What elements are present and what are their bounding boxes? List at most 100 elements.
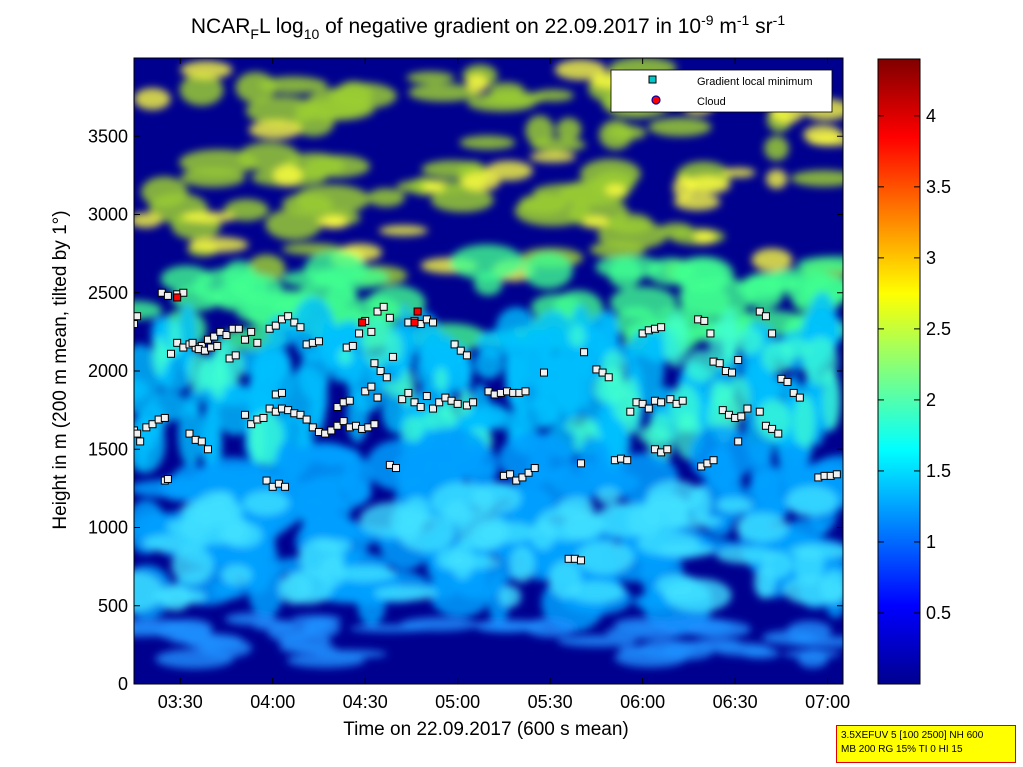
heatmap-cell <box>219 518 250 546</box>
heatmap-cell <box>179 74 224 106</box>
heatmap-cell <box>787 636 843 648</box>
gradient-minimum-marker <box>281 482 290 491</box>
info-line-1: 3.5XEFUV 5 [100 2500] NH 600 <box>841 730 984 741</box>
gradient-minimum-marker <box>259 413 268 422</box>
heatmap-cell <box>541 355 580 428</box>
heatmap-cell <box>535 310 572 348</box>
gradient-minimum-marker <box>188 338 197 347</box>
heatmap-cell <box>523 251 573 289</box>
gradient-minimum-marker <box>240 410 249 419</box>
gradient-minimum-marker <box>240 335 249 344</box>
heatmap-cell <box>225 612 277 626</box>
heatmap-cell <box>200 402 221 473</box>
heatmap-cell <box>484 160 533 181</box>
heatmap-cell <box>735 512 789 542</box>
heatmap-cell <box>243 490 290 516</box>
heatmap-cell <box>449 244 525 281</box>
x-axis: 03:30 04:00 04:30 05:00 05:30 06:00 06:30 07:00 <box>158 58 850 712</box>
colorbar-tick-label: 2 <box>926 390 936 410</box>
gradient-minimum-marker <box>327 426 336 435</box>
gradient-minimum-marker <box>709 456 718 465</box>
gradient-minimum-marker <box>197 437 206 446</box>
heatmap-cell <box>459 135 516 150</box>
gradient-minimum-marker <box>166 349 175 358</box>
heatmap-cell <box>605 184 626 197</box>
legend: Gradient local minimum Cloud <box>610 69 833 113</box>
gradient-minimum-marker <box>755 407 764 416</box>
y-axis-label: Height in m (200 m mean, tilted by 1°) <box>50 210 71 529</box>
colorbar-tick-label: 4 <box>926 106 936 126</box>
heatmap-cell <box>134 414 166 474</box>
heatmap-cell <box>378 225 428 236</box>
x-axis-label: Time on 22.09.2017 (600 s mean) <box>343 719 629 740</box>
heatmap-cell <box>693 230 716 244</box>
gradient-minimum-marker <box>422 392 431 401</box>
gradient-minimum-marker <box>333 402 342 411</box>
gradient-minimum-marker <box>247 327 256 336</box>
heatmap-cell <box>152 588 207 606</box>
heatmap-cell <box>716 546 776 564</box>
gradient-minimum-marker <box>210 332 219 341</box>
heatmap-cell <box>402 415 425 444</box>
heatmap-cell <box>400 617 478 632</box>
gradient-minimum-marker <box>462 351 471 360</box>
heatmap-cell <box>525 115 555 147</box>
gradient-minimum-marker <box>345 396 354 405</box>
heatmap-cell <box>299 491 327 532</box>
heatmap-cell <box>765 169 788 189</box>
gradient-minimum-marker <box>231 351 240 360</box>
heatmap-cell <box>214 383 256 436</box>
heatmap-cell <box>337 347 353 365</box>
heatmap-cell <box>466 73 489 94</box>
gradient-minimum-marker <box>700 316 709 325</box>
gradient-minimum-marker <box>429 404 438 413</box>
gradient-minimum-marker <box>576 459 585 468</box>
x-tick-label: 06:30 <box>713 692 758 712</box>
gradient-minimum-marker <box>382 373 391 382</box>
heatmap-cell <box>565 417 598 436</box>
heatmap-cell <box>751 248 793 272</box>
heatmap-cell <box>777 443 810 473</box>
heatmap-cell <box>180 60 233 80</box>
heatmap-cell <box>648 117 712 137</box>
heatmap-cell <box>414 427 488 472</box>
heatmap-cell <box>709 380 728 407</box>
heatmap-cell <box>434 367 448 391</box>
gradient-minimum-marker <box>262 476 271 485</box>
gradient-minimum-marker <box>308 423 317 432</box>
gradient-minimum-marker <box>580 348 589 357</box>
gradient-minimum-marker <box>626 407 635 416</box>
gradient-minimum-marker <box>450 340 459 349</box>
heatmap-cell <box>321 522 375 540</box>
heatmap-cell <box>684 349 718 382</box>
gradient-minimum-marker <box>163 291 172 300</box>
heatmap-cell <box>335 565 396 582</box>
gradient-minimum-marker <box>367 382 376 391</box>
gradient-minimum-marker <box>302 415 311 424</box>
legend-marker-minimum <box>648 75 657 84</box>
gradient-minimum-marker <box>163 474 172 483</box>
gradient-minimum-marker <box>247 420 256 429</box>
heatmap-cell <box>498 585 522 608</box>
heatmap-cell <box>329 82 397 109</box>
heatmap-cell <box>797 255 843 273</box>
gradient-minimum-marker <box>734 356 743 365</box>
heatmap-cell <box>568 581 625 604</box>
heatmap-cell <box>597 220 668 250</box>
heatmap-cell <box>509 546 535 583</box>
colorbar-tick-label: 0.5 <box>926 603 951 623</box>
colorbar: 0.5 1 1.5 2 2.5 3 3.5 4 <box>877 58 951 685</box>
heatmap-cell <box>529 151 576 163</box>
gradient-minimum-marker <box>539 368 548 377</box>
heatmap-cell <box>660 222 693 237</box>
gradient-minimum-marker <box>277 388 286 397</box>
heatmap-cell <box>669 384 701 433</box>
heatmap-cell <box>557 635 638 648</box>
gradient-minimum-marker <box>333 421 342 430</box>
heatmap-cell <box>444 500 469 527</box>
heatmap-cell <box>554 59 607 81</box>
gradient-minimum-marker <box>148 420 157 429</box>
gradient-minimum-marker <box>768 424 777 433</box>
gradient-minimum-marker <box>388 352 397 361</box>
heatmap-cell <box>171 546 214 585</box>
